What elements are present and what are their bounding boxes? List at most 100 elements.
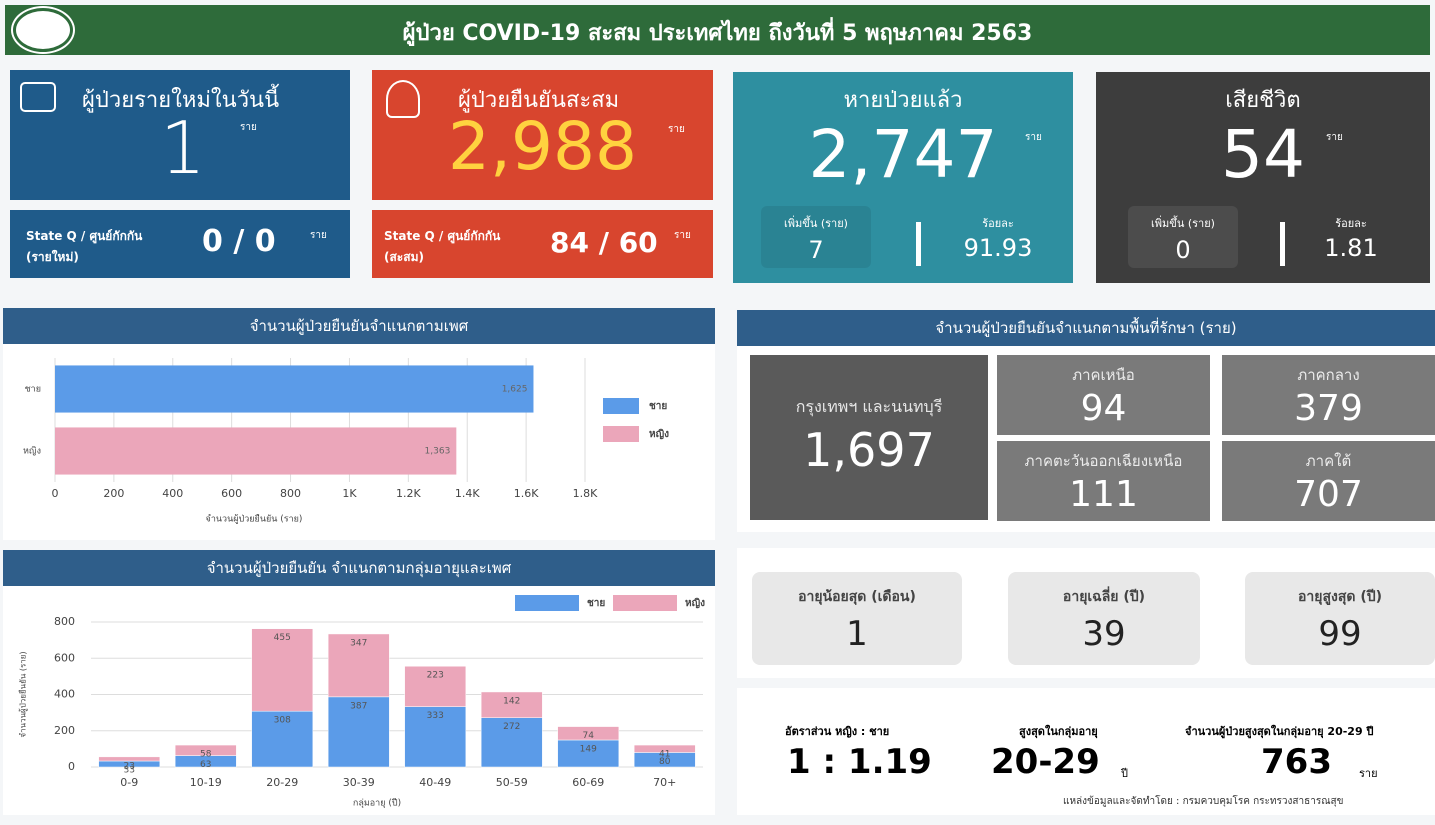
sub-label: State Q / ศูนย์กักกัน	[384, 229, 501, 243]
age-label: อายุเฉลี่ย (ปี)	[1062, 589, 1146, 605]
value-label: 149	[580, 744, 597, 754]
icon	[20, 82, 56, 112]
region-name: ภาคตะวันออกเฉียงเหนือ	[1024, 452, 1183, 470]
value-label: 333	[427, 711, 444, 721]
bar-segment	[404, 665, 467, 707]
value-label: 80	[659, 757, 671, 767]
legend-swatch	[515, 595, 579, 611]
bar-segment	[251, 710, 314, 768]
card: ผู้ป่วยยืนยันสะสม 2,988 ราย	[372, 70, 713, 200]
x-tick-label: 1.4K	[455, 487, 480, 500]
x-tick-label: 1.8K	[573, 487, 598, 500]
legend-label: หญิง	[649, 428, 669, 440]
y-tick-label: หญิง	[23, 446, 41, 457]
inc-value: 7	[808, 236, 824, 264]
icon	[386, 80, 420, 118]
region-name: ภาคกลาง	[1297, 366, 1360, 384]
inc-value: 0	[1175, 236, 1191, 264]
bar-segment	[557, 726, 620, 741]
card: ผู้ป่วยรายใหม่ในวันนี้ 1 ราย	[10, 70, 350, 200]
x-tick-label: 600	[221, 487, 242, 500]
value-label: 58	[200, 750, 212, 760]
card-unit: ราย	[240, 122, 257, 133]
legend-swatch	[603, 426, 639, 442]
x-tick-label: 1.6K	[514, 487, 539, 500]
region-value: 1,697	[803, 423, 935, 477]
pct-value: 1.81	[1324, 234, 1378, 262]
age-label: อายุน้อยสุด (เดือน)	[798, 589, 916, 605]
region-tile: ภาคเหนือ 94	[997, 355, 1210, 435]
bar-segment	[174, 744, 237, 756]
summary-value: 20-29	[991, 742, 1100, 782]
card-label: ผู้ป่วยยืนยันสะสม	[458, 88, 620, 113]
legend-label: ชาย	[649, 401, 667, 412]
y-tick-label: 0	[68, 760, 75, 773]
age-box: อายุน้อยสุด (เดือน) 1	[752, 572, 962, 665]
legend-swatch	[603, 398, 639, 414]
card-value: 2,747	[808, 116, 998, 193]
bar-segment	[327, 633, 390, 698]
x-tick-label: 10-19	[190, 776, 222, 789]
gender-panel: จำนวนผู้ป่วยยืนยันจำแนกตามเพศ 0 200 400 600…	[3, 308, 715, 540]
y-axis-label: จำนวนผู้ป่วยยืนยัน (ราย)	[19, 651, 29, 737]
y-tick-label: 200	[54, 724, 75, 737]
value-label: 63	[200, 760, 211, 770]
region-tile: ภาคกลาง 379	[1222, 355, 1435, 435]
summary-label: อัตราส่วน หญิง : ชาย	[785, 725, 890, 738]
inc-label: เพิ่มขึ้น (ราย)	[1151, 217, 1215, 230]
bar	[55, 365, 534, 413]
x-tick-label: 60-69	[572, 776, 604, 789]
x-tick-label: 50-59	[496, 776, 528, 789]
card: เสียชีวิต 54 ราย เพิ่มขึ้น (ราย) 0 ร้อยล…	[1096, 72, 1430, 283]
card: หายป่วยแล้ว 2,747 ราย เพิ่มขึ้น (ราย) 7 …	[733, 72, 1073, 283]
value-label: 347	[350, 638, 367, 648]
region-value: 111	[1069, 474, 1138, 515]
sub-note: (รายใหม่)	[26, 250, 79, 264]
value-label: 41	[659, 750, 670, 760]
x-tick-label: 70+	[653, 776, 676, 789]
bar-segment	[480, 691, 543, 718]
panel-title: จำนวนผู้ป่วยยืนยัน จำแนกตามกลุ่มอายุและเ…	[3, 550, 715, 586]
region-value: 379	[1294, 388, 1363, 429]
x-tick-label: 40-49	[419, 776, 451, 789]
summary-label: จำนวนผู้ป่วยสูงสุดในกลุ่มอายุ 20-29 ปี	[1185, 725, 1374, 738]
region-tile: กรุงเทพฯ และนนทบุรี 1,697	[750, 355, 988, 520]
panel-title: จำนวนผู้ป่วยยืนยันจำแนกตามเพศ	[3, 308, 715, 344]
region-value: 707	[1294, 474, 1363, 515]
value-label: 33	[124, 766, 135, 776]
x-tick-label: 400	[162, 487, 183, 500]
card-value: 2,988	[448, 108, 637, 185]
pct-label: ร้อยละ	[982, 217, 1014, 230]
logo	[11, 6, 75, 54]
value-label: 1,625	[502, 385, 528, 395]
region-name: ภาคใต้	[1305, 452, 1352, 470]
value-label: 308	[274, 716, 291, 726]
value-label: 387	[350, 701, 367, 711]
card-unit: ราย	[1025, 132, 1042, 143]
y-tick-label: 400	[54, 688, 75, 701]
summary-value: 763	[1261, 742, 1332, 782]
sub-unit: ราย	[310, 230, 327, 241]
y-tick-label: 600	[54, 651, 75, 664]
sub-label: State Q / ศูนย์กักกัน	[26, 229, 143, 243]
bar-segment	[251, 628, 314, 712]
inc-label: เพิ่มขึ้น (ราย)	[784, 217, 848, 230]
x-tick-label: 20-29	[266, 776, 298, 789]
panel-title: จำนวนผู้ป่วยยืนยันจำแนกตามพื้นที่รักษา (…	[737, 310, 1435, 346]
age-value: 99	[1318, 614, 1362, 654]
inc-box: เพิ่มขึ้น (ราย) 7	[761, 206, 871, 268]
x-tick-label: 1.2K	[396, 487, 421, 500]
bar-segment	[557, 739, 620, 768]
summary-value: 1 : 1.19	[787, 742, 932, 782]
x-tick-label: 800	[280, 487, 301, 500]
summary-unit: ราย	[1359, 767, 1378, 780]
x-tick-label: 200	[103, 487, 124, 500]
x-tick-label: 0	[52, 487, 59, 500]
card-label: หายป่วยแล้ว	[843, 88, 963, 113]
summary-unit: ปี	[1121, 767, 1128, 780]
age-box: อายุเฉลี่ย (ปี) 39	[1008, 572, 1200, 665]
value-label: 74	[583, 731, 595, 741]
value-label: 223	[427, 671, 444, 681]
region-name: ภาคเหนือ	[1072, 366, 1135, 384]
